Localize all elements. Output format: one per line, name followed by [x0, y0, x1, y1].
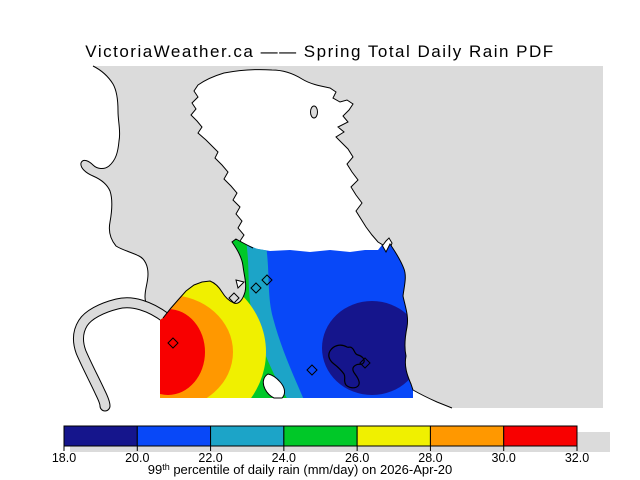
cove-islet	[235, 279, 245, 289]
small-lake	[310, 105, 318, 119]
coastline-west	[80, 65, 164, 319]
station-diamond	[167, 337, 179, 349]
land-west-landmass	[0, 66, 452, 408]
caption-prefix: 99	[147, 462, 163, 477]
colorbar-tick-label: 26.0	[345, 451, 369, 465]
colorbar-segment	[356, 425, 431, 447]
colorbar: 18.0 20.0 22.0 24.0 26.0 28.0 30.0 32.0	[52, 425, 589, 465]
contour-band-30-32	[160, 309, 205, 395]
esquimalt-lagoon	[262, 373, 285, 399]
victoria-harbour-outline	[328, 344, 365, 389]
caption-rest: percentile of daily rain (mm/day) on 202…	[169, 462, 453, 477]
land-central-landmass	[191, 69, 392, 253]
station-diamond	[250, 282, 262, 294]
colorbar-segment	[63, 425, 138, 447]
colorbar-tick-label: 32.0	[565, 451, 589, 465]
station-diamond	[261, 274, 273, 286]
plot-title: VictoriaWeather.ca —— Spring Total Daily…	[85, 42, 555, 61]
sooke-inlet-channel	[74, 298, 171, 411]
station-diamond	[306, 364, 318, 376]
contour-band-18-20	[322, 301, 413, 395]
colorbar-segment	[283, 425, 358, 447]
colorbar-tick-label: 24.0	[272, 451, 296, 465]
percentile-superscript: th	[162, 462, 170, 472]
station-diamond	[228, 292, 240, 304]
colorbar-caption: 99th percentile of daily rain (mm/day) o…	[0, 462, 600, 477]
colorbar-tick-label: 20.0	[125, 451, 149, 465]
coastline-central	[190, 69, 393, 254]
colorbar-tick-label: 18.0	[52, 451, 76, 465]
colorbar-tick-label: 28.0	[418, 451, 442, 465]
colorbar-segment	[210, 425, 285, 447]
colorbar-segment	[136, 425, 212, 447]
coastline-fill-northwest	[162, 238, 254, 319]
colorbar-tick-label: 30.0	[492, 451, 516, 465]
colorbar-segment	[503, 425, 578, 447]
colorbar-tick-label: 22.0	[198, 451, 222, 465]
colorbar-segment	[429, 425, 505, 447]
station-diamond	[359, 357, 371, 369]
coastline-fill-east	[381, 243, 453, 409]
station-markers	[167, 274, 371, 376]
